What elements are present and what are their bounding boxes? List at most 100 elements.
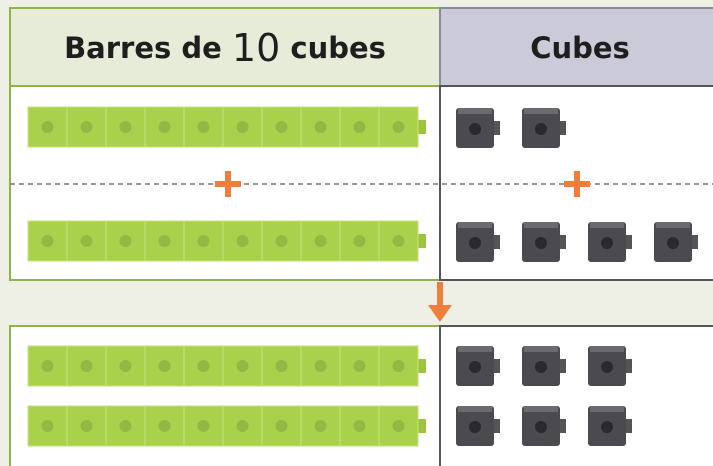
cube-dot — [41, 121, 54, 133]
unit-cube — [456, 222, 500, 262]
cube-dot — [353, 420, 366, 432]
cube-top — [524, 222, 558, 228]
cube-dot — [236, 235, 249, 247]
cube-dot — [119, 360, 132, 372]
cube-dot — [41, 360, 54, 372]
unit-cube — [456, 346, 500, 386]
cube-dot — [119, 420, 132, 432]
cube-dot — [275, 420, 288, 432]
unit-cube — [105, 405, 146, 447]
cube-hole — [535, 361, 547, 373]
cube-top — [524, 346, 558, 352]
header-left: Barres de 10 cubes — [64, 26, 386, 70]
cube-dot — [41, 235, 54, 247]
unit-cube — [522, 406, 566, 446]
cube-dot — [236, 121, 249, 133]
cube-dot — [119, 235, 132, 247]
cube-dot — [353, 235, 366, 247]
cube-hole — [469, 421, 481, 433]
unit-cube — [654, 222, 698, 262]
ten-bar — [27, 345, 426, 387]
cube-dot — [392, 235, 405, 247]
cube-top — [524, 108, 558, 114]
cube-top — [524, 406, 558, 412]
cube-nub — [624, 359, 632, 373]
cube-top — [590, 222, 624, 228]
cube-hole — [601, 361, 613, 373]
cube-top — [458, 406, 492, 412]
cube-nub — [624, 419, 632, 433]
cube-dot — [314, 360, 327, 372]
cube-hole — [535, 123, 547, 135]
cube-nub — [492, 419, 500, 433]
arrow-shaft — [437, 282, 443, 306]
unit-cube — [222, 106, 263, 148]
cube-dot — [80, 360, 93, 372]
cube-dot — [392, 420, 405, 432]
unit-cube — [522, 108, 566, 148]
unit-cube — [261, 405, 302, 447]
unit-cube — [522, 222, 566, 262]
unit-cube — [456, 406, 500, 446]
cube-top — [590, 346, 624, 352]
unit-cube — [456, 108, 500, 148]
cube-dot — [158, 420, 171, 432]
cube-dot — [353, 360, 366, 372]
cube-hole — [601, 421, 613, 433]
cube-dot — [392, 121, 405, 133]
header-left-cell — [9, 7, 441, 87]
cube-dot — [314, 420, 327, 432]
cube-hole — [469, 361, 481, 373]
header-number: 10 — [232, 26, 280, 70]
cube-dot — [275, 360, 288, 372]
cube-nub — [558, 359, 566, 373]
blocks — [27, 106, 698, 447]
cube-hole — [535, 237, 547, 249]
cube-top — [458, 108, 492, 114]
plus-signs — [215, 171, 590, 197]
cube-top — [458, 222, 492, 228]
cube-dot — [314, 121, 327, 133]
unit-cube — [588, 222, 632, 262]
header-right: Cubes — [530, 31, 630, 65]
cube-hole — [469, 237, 481, 249]
ten-bar — [27, 405, 426, 447]
cube-nub — [492, 359, 500, 373]
cube-nub — [558, 235, 566, 249]
cube-nub — [558, 121, 566, 135]
unit-cube — [522, 346, 566, 386]
cube-dot — [80, 235, 93, 247]
cube-nub — [624, 235, 632, 249]
cube-dot — [353, 121, 366, 133]
unit-cube — [261, 220, 302, 262]
cube-dot — [158, 360, 171, 372]
cube-hole — [667, 237, 679, 249]
unit-cube — [588, 406, 632, 446]
cube-dot — [80, 121, 93, 133]
cube-nub — [690, 235, 698, 249]
cube-hole — [469, 123, 481, 135]
cube-hole — [535, 421, 547, 433]
cube-dot — [236, 360, 249, 372]
cube-dot — [275, 235, 288, 247]
cube-nub — [558, 419, 566, 433]
cube-nub — [492, 235, 500, 249]
cube-dot — [392, 360, 405, 372]
cube-dot — [41, 420, 54, 432]
cube-dot — [197, 235, 210, 247]
cube-dot — [158, 235, 171, 247]
ten-bar — [27, 220, 426, 262]
cube-dot — [119, 121, 132, 133]
cube-top — [656, 222, 690, 228]
header-text: cubes — [290, 31, 386, 65]
cube-top — [458, 346, 492, 352]
bar-nub — [416, 234, 426, 248]
header-text: Barres de — [64, 31, 222, 65]
plus — [225, 171, 231, 197]
cube-dot — [197, 360, 210, 372]
arrow-head — [428, 305, 452, 322]
cube-dot — [197, 121, 210, 133]
cube-hole — [601, 237, 613, 249]
bar-nub — [416, 419, 426, 433]
